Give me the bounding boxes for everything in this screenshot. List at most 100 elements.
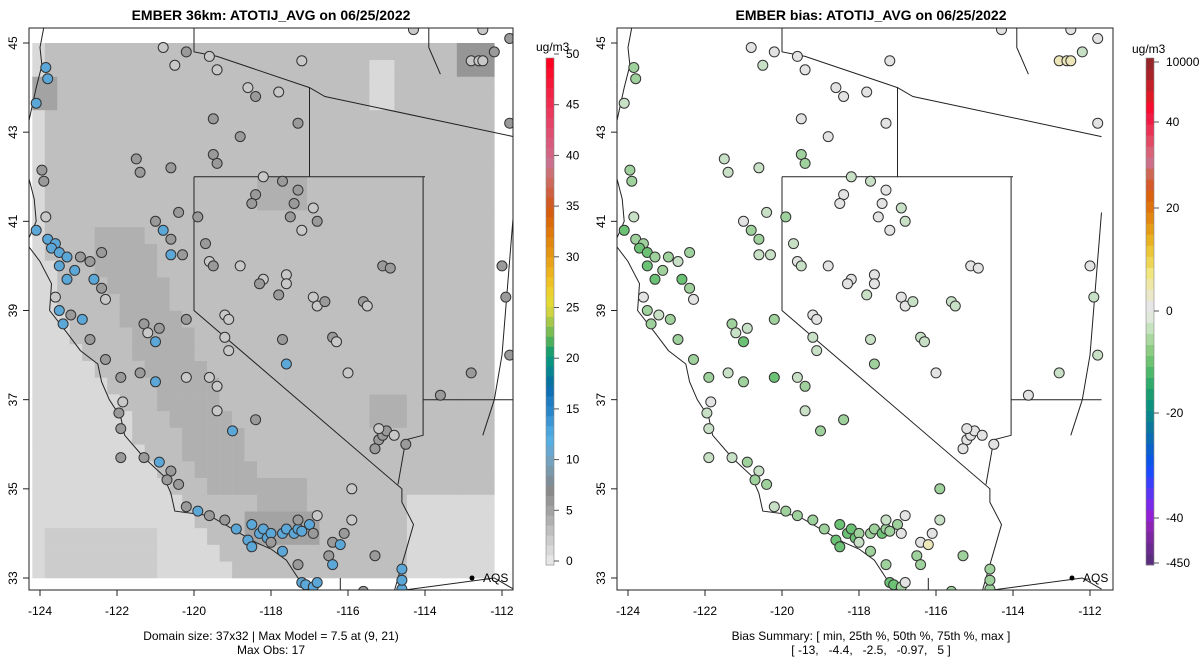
grid-cell bbox=[144, 176, 158, 194]
station-marker bbox=[234, 260, 246, 272]
station-marker bbox=[753, 249, 765, 261]
grid-cell bbox=[406, 210, 420, 228]
station-marker bbox=[211, 380, 223, 392]
colorbar-model: ug/m3 0 5 10 15 20 25 30 35 40 45 50 bbox=[536, 40, 580, 568]
colorbar-swatch bbox=[1146, 388, 1154, 401]
grid-cell bbox=[132, 293, 145, 311]
grid-cell bbox=[344, 260, 358, 278]
y-axis: 33 35 37 39 41 43 45 bbox=[6, 36, 29, 585]
grid-cell bbox=[257, 561, 270, 579]
grid-cell bbox=[244, 43, 258, 61]
grid-cell bbox=[82, 410, 96, 428]
colorbar-swatch bbox=[1146, 58, 1154, 70]
grid-cell bbox=[69, 93, 83, 111]
grid-cell bbox=[269, 410, 283, 428]
y-tick-label: 39 bbox=[6, 304, 20, 318]
colorbar-swatch bbox=[1146, 223, 1154, 235]
grid-cell bbox=[456, 494, 470, 512]
colorbar-tick-label: 5 bbox=[566, 503, 573, 517]
grid-cell bbox=[219, 460, 233, 478]
grid-cell bbox=[219, 43, 233, 61]
station-marker bbox=[1092, 117, 1104, 129]
grid-cell bbox=[406, 343, 420, 361]
grid-cell bbox=[144, 260, 158, 278]
grid-cell bbox=[381, 327, 395, 345]
station-marker bbox=[223, 345, 235, 357]
colorbar-swatch bbox=[1146, 113, 1154, 125]
colorbar-swatch bbox=[546, 435, 554, 447]
station-marker bbox=[100, 293, 111, 305]
grid-cell bbox=[82, 561, 96, 579]
station-marker bbox=[780, 211, 792, 223]
grid-cell bbox=[119, 511, 133, 529]
station-marker bbox=[30, 97, 42, 109]
station-marker bbox=[1022, 389, 1034, 401]
grid-cell bbox=[331, 343, 345, 361]
grid-cell bbox=[319, 394, 333, 412]
colorbar-tick-label: -20 bbox=[1166, 406, 1184, 420]
grid-cell bbox=[169, 360, 183, 378]
colorbar-swatch bbox=[1146, 146, 1154, 158]
grid-cell bbox=[119, 277, 133, 295]
grid-cell bbox=[107, 394, 121, 412]
colorbar-tick-label: 50 bbox=[566, 47, 580, 61]
grid-cell bbox=[107, 327, 121, 345]
grid-cell bbox=[82, 460, 96, 478]
grid-cell bbox=[469, 160, 483, 178]
grid-cell bbox=[406, 511, 420, 529]
station-marker bbox=[115, 452, 127, 464]
grid-cell bbox=[169, 410, 183, 428]
grid-cell bbox=[144, 243, 158, 261]
grid-cell bbox=[456, 343, 470, 361]
grid-cell bbox=[169, 43, 183, 61]
grid-cell bbox=[307, 544, 320, 562]
grid-cell bbox=[82, 76, 96, 94]
grid-cell bbox=[194, 561, 208, 579]
grid-cell bbox=[431, 260, 445, 278]
grid-cell bbox=[294, 277, 308, 295]
grid-cell bbox=[406, 243, 420, 261]
station-marker bbox=[396, 574, 408, 586]
grid-cell bbox=[82, 544, 96, 562]
grid-cell bbox=[294, 143, 308, 161]
grid-cell bbox=[169, 527, 183, 545]
grid-cell bbox=[182, 126, 195, 144]
colorbar-unit: ug/m3 bbox=[536, 40, 570, 54]
colorbar-swatch bbox=[546, 97, 554, 109]
grid-cell bbox=[244, 494, 258, 512]
grid-cell bbox=[32, 327, 46, 345]
grid-cell bbox=[369, 377, 383, 395]
grid-cell bbox=[431, 243, 445, 261]
grid-cell bbox=[456, 377, 470, 395]
station-markers bbox=[618, 28, 1104, 590]
grid-cell bbox=[381, 310, 395, 328]
grid-cell bbox=[469, 343, 483, 361]
grid-cell bbox=[119, 93, 133, 111]
grid-cell bbox=[194, 427, 208, 445]
station-marker bbox=[477, 55, 489, 67]
colorbar-tick-label: 45 bbox=[566, 98, 580, 112]
grid-cell bbox=[32, 544, 46, 562]
grid-cell bbox=[282, 427, 295, 445]
grid-cell bbox=[182, 260, 195, 278]
grid-cell bbox=[94, 93, 108, 111]
grid-cell bbox=[419, 460, 433, 478]
colorbar-swatch bbox=[1146, 102, 1154, 114]
grid-cell bbox=[157, 427, 170, 445]
grid-cell bbox=[356, 327, 370, 345]
station-marker bbox=[961, 423, 973, 435]
grid-cell bbox=[69, 494, 83, 512]
grid-cell bbox=[32, 460, 46, 478]
grid-cell bbox=[456, 243, 470, 261]
grid-cell bbox=[394, 260, 408, 278]
station-marker bbox=[207, 260, 219, 272]
grid-cell bbox=[269, 260, 283, 278]
y-tick-label: 45 bbox=[594, 36, 608, 50]
station-marker bbox=[949, 300, 961, 312]
grid-cell bbox=[169, 76, 183, 94]
grid-cell bbox=[257, 293, 270, 311]
grid-cell bbox=[356, 277, 370, 295]
colorbar-swatch bbox=[546, 197, 554, 208]
grid-cell bbox=[356, 176, 370, 194]
grid-cell bbox=[307, 260, 320, 278]
